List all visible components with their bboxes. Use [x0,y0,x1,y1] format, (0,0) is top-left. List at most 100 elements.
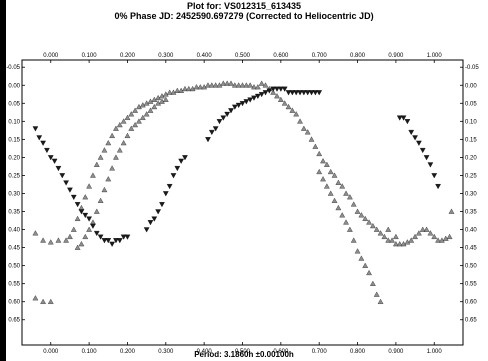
point-triangle-down [431,173,438,179]
point-triangle-up [32,230,39,236]
point-triangle-up [124,132,131,138]
point-triangle-up [412,233,418,240]
point-triangle-down [51,158,58,164]
y-tick-right: 0.35 [460,210,477,216]
y-tick-label-right: 0.30 [465,191,477,197]
point-triangle-down [143,227,150,233]
x-tick-bottom: 0.600 [273,342,289,355]
point-triangle-up [343,219,349,225]
point-triangle-down [266,88,273,94]
left-border-bar [0,0,6,361]
point-triangle-up [408,237,415,243]
y-tick-label-right: 0.45 [465,246,477,252]
point-triangle-up [220,80,227,86]
point-triangle-up [327,190,334,196]
point-triangle-up [86,226,92,232]
point-triangle-up [128,125,135,131]
point-triangle-up [143,111,150,117]
point-triangle-down [212,126,219,132]
point-triangle-up [116,122,123,128]
x-tick-label-top: 0.000 [43,53,59,59]
point-triangle-down [412,135,418,141]
point-triangle-up [205,82,211,88]
point-triangle-up [262,82,269,88]
point-triangle-up [254,84,261,90]
point-triangle-up [101,186,108,193]
point-triangle-down [70,194,77,200]
point-triangle-up [147,98,154,104]
point-triangle-up [216,82,223,88]
point-triangle-up [362,262,369,268]
point-triangle-down [120,234,127,240]
point-triangle-down [277,86,284,92]
point-triangle-down [67,187,73,193]
point-triangle-down [316,90,323,96]
point-triangle-up [308,136,315,142]
point-triangle-up [446,233,453,240]
x-tick-top: 1.000 [427,53,442,63]
point-triangle-down [101,238,108,244]
point-triangle-down [427,162,434,168]
x-tick-label-bottom: 1.000 [427,349,443,355]
point-triangle-up [277,96,284,102]
point-triangle-up [335,205,342,211]
point-triangle-down [78,209,85,215]
y-tick-right: 0.45 [460,246,477,252]
y-tick-right: 0.60 [460,300,477,306]
x-tick-label-bottom: 0.600 [273,349,289,355]
x-tick-top: 0.600 [273,53,289,63]
x-tick-label-bottom: 0.200 [120,349,136,355]
point-triangle-down [55,165,62,172]
point-triangle-up [377,230,384,236]
x-tick-label-bottom: 0.000 [43,349,59,355]
point-triangle-up [358,255,365,261]
point-triangle-down [97,234,104,240]
x-tick-bottom: 0.200 [120,342,136,355]
point-triangle-down [155,209,161,215]
y-tick-left: 0.15 [8,137,25,143]
point-triangle-up [32,295,39,301]
y-tick-label-left: 0.35 [8,210,20,216]
point-triangle-down [86,216,92,222]
point-triangle-up [339,212,346,218]
point-triangle-up [347,226,353,232]
point-triangle-down [400,115,407,121]
point-triangle-up [189,85,196,92]
point-triangle-up [47,298,54,304]
point-triangle-up [448,208,455,214]
point-triangle-up [442,235,449,241]
point-triangle-up [404,239,411,245]
point-triangle-up [109,132,115,138]
point-triangle-up [320,158,326,164]
point-triangle-up [377,298,384,304]
point-triangle-up [385,226,392,232]
y-tick-left: 0.45 [8,246,25,252]
point-triangle-up [74,215,81,221]
point-triangle-down [220,115,227,121]
point-triangle-up [389,237,395,243]
point-triangle-down [235,102,242,109]
point-triangle-down [228,108,234,114]
point-triangle-up [147,107,154,113]
x-tick-bottom: 0.700 [312,342,327,355]
point-triangle-up [162,91,169,97]
x-tick-top: 0.200 [120,53,136,63]
point-triangle-down [182,155,188,161]
point-triangle-up [159,98,165,104]
y-tick-label-right: 0.65 [465,318,477,324]
point-triangle-down [63,180,69,186]
point-triangle-up [393,241,399,247]
point-triangle-down [124,234,131,240]
point-triangle-up [93,208,100,214]
plot-subtitle: 0% Phase JD: 2452590.697279 (Corrected t… [114,11,374,21]
point-triangle-up [239,82,246,88]
point-triangle-up [47,239,54,245]
y-tick-label-left: 0.10 [8,119,20,125]
point-triangle-up [431,233,438,240]
point-triangle-up [423,226,430,232]
y-tick-left: 0.55 [8,282,25,288]
point-triangle-up [113,125,119,131]
point-triangle-down [205,137,211,143]
point-triangle-up [320,176,326,182]
point-triangle-up [231,82,238,88]
